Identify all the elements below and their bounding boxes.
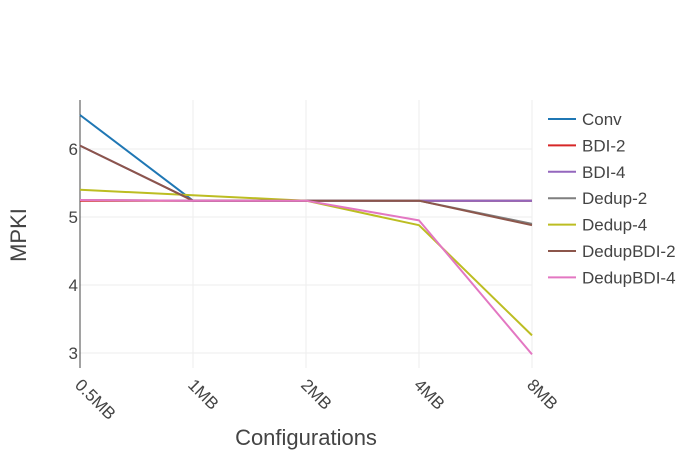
series-line-dedupbdi-4: [79, 199, 533, 356]
y-tick-label: 4: [69, 276, 78, 295]
legend-label: Dedup-2: [582, 189, 647, 208]
legend-label: DedupBDI-4: [582, 268, 676, 287]
legend-label: BDI-4: [582, 163, 625, 182]
legend-item: DedupBDI-2: [548, 242, 676, 261]
ticks-layer: 0.5MB 1MB 2MB 4MB 8MB 3 4 5 6: [69, 140, 562, 424]
legend-label: Conv: [582, 110, 622, 129]
x-tick-label: 0.5MB: [71, 375, 119, 423]
x-axis-title: Configurations: [235, 425, 377, 450]
grid-layer: [79, 100, 533, 368]
x-tick-label: 2MB: [297, 375, 335, 413]
legend-item: Dedup-4: [548, 216, 647, 235]
y-axis-title: MPKI: [6, 208, 31, 262]
legend-item: DedupBDI-4: [548, 268, 676, 287]
x-tick-label: 4MB: [410, 375, 448, 413]
legend-label: Dedup-4: [582, 216, 647, 235]
legend-item: Dedup-2: [548, 189, 647, 208]
y-tick-label: 3: [69, 344, 78, 363]
y-tick-label: 6: [69, 140, 78, 159]
legend-item: BDI-4: [548, 163, 625, 182]
series-layer: [79, 114, 533, 356]
x-tick-label: 8MB: [523, 375, 561, 413]
legend-item: Conv: [548, 110, 622, 129]
y-tick-label: 5: [69, 208, 78, 227]
legend: Conv BDI-2 BDI-4 Dedup-2 Dedup-4 DedupBDI-2 De…: [548, 110, 676, 287]
legend-label: DedupBDI-2: [582, 242, 676, 261]
x-tick-label: 1MB: [184, 375, 222, 413]
legend-label: BDI-2: [582, 136, 625, 155]
legend-item: BDI-2: [548, 136, 625, 155]
